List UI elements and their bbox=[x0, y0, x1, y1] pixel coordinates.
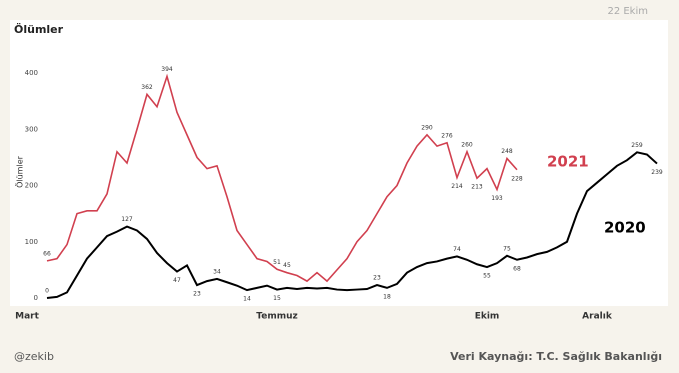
data-label: 47 bbox=[173, 277, 181, 284]
data-label: 362 bbox=[141, 84, 153, 91]
date: 22 Ekim bbox=[607, 6, 648, 17]
data-label: 68 bbox=[513, 265, 521, 272]
y-tick-label: 200 bbox=[25, 182, 38, 190]
plot-panel bbox=[10, 20, 668, 306]
series-name: 2020 bbox=[604, 219, 646, 237]
data-label: 51 bbox=[273, 259, 281, 266]
data-label: 248 bbox=[501, 148, 513, 155]
y-tick-label: 0 bbox=[34, 294, 38, 302]
data-label: 239 bbox=[651, 169, 663, 176]
author: @zekib bbox=[14, 350, 54, 363]
data-label: 75 bbox=[503, 245, 511, 252]
data-label: 193 bbox=[491, 195, 503, 202]
y-tick-label: 100 bbox=[25, 238, 38, 246]
source: Veri Kaynağı: T.C. Sağlık Bakanlığı bbox=[450, 350, 662, 363]
x-tick-label: Temmuz bbox=[256, 312, 297, 322]
data-label: 213 bbox=[471, 184, 483, 191]
data-label: 45 bbox=[283, 262, 291, 269]
data-label: 15 bbox=[273, 295, 281, 302]
data-label: 55 bbox=[483, 273, 491, 280]
data-label: 66 bbox=[43, 250, 51, 257]
data-label: 23 bbox=[193, 291, 201, 298]
y-tick-label: 400 bbox=[25, 69, 38, 77]
x-tick-label: Mart bbox=[15, 312, 39, 322]
data-label: 14 bbox=[243, 296, 251, 303]
chart-title: Ölümler bbox=[14, 22, 64, 36]
data-label: 23 bbox=[373, 275, 381, 282]
data-label: 394 bbox=[161, 66, 173, 73]
data-label: 74 bbox=[453, 246, 461, 253]
data-label: 260 bbox=[461, 141, 473, 148]
x-tick-label: Ekim bbox=[475, 312, 500, 322]
data-label: 214 bbox=[451, 183, 463, 190]
series-name: 2021 bbox=[547, 153, 589, 171]
data-label: 228 bbox=[511, 175, 523, 182]
series-line bbox=[46, 73, 518, 283]
data-label: 276 bbox=[441, 132, 453, 139]
x-tick-label: Aralık bbox=[582, 312, 613, 322]
series-line bbox=[46, 151, 658, 299]
data-label: 259 bbox=[631, 142, 643, 149]
data-label: 290 bbox=[421, 124, 433, 131]
data-label: 18 bbox=[383, 293, 391, 300]
y-axis-title: Ölümler bbox=[15, 155, 25, 188]
y-tick-label: 300 bbox=[25, 125, 38, 133]
data-label: 34 bbox=[213, 268, 221, 275]
data-label: 0 bbox=[45, 288, 49, 295]
data-label: 127 bbox=[121, 216, 133, 223]
